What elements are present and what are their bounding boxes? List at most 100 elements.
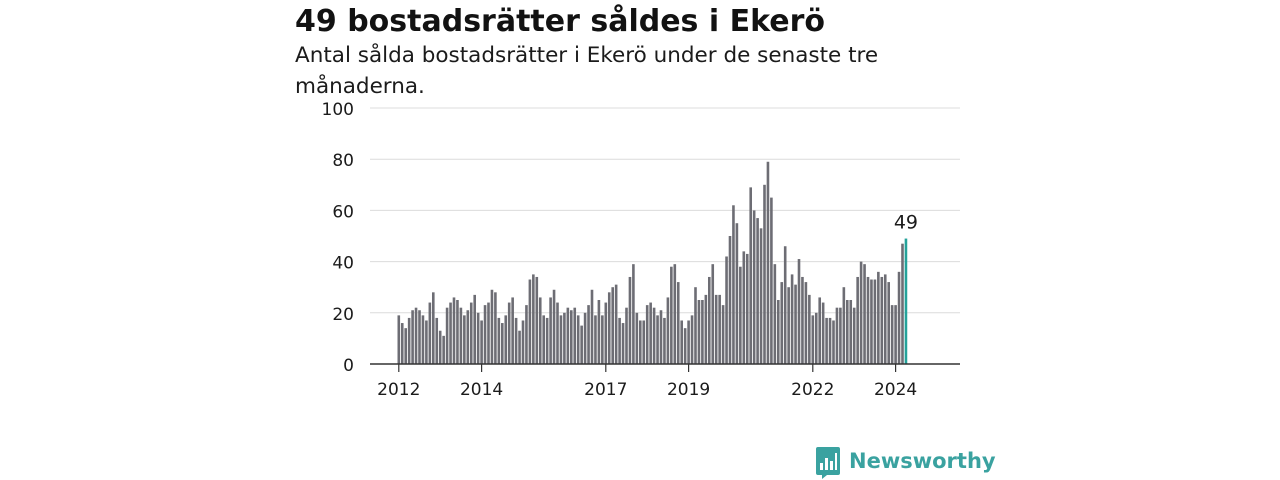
- bar: [890, 305, 894, 364]
- bar: [618, 317, 621, 364]
- bar: [756, 218, 759, 364]
- x-tick-label: 2014: [460, 380, 503, 400]
- bar: [632, 264, 635, 364]
- bar: [418, 310, 421, 364]
- bar: [528, 279, 532, 364]
- newsworthy-logo-icon: [816, 447, 840, 479]
- bar: [659, 310, 663, 364]
- bar: [856, 276, 859, 364]
- bar: [783, 246, 787, 364]
- x-tick-label: 2022: [791, 380, 834, 400]
- bar: [597, 300, 601, 364]
- bar: [749, 187, 752, 364]
- bar: [711, 264, 715, 364]
- bar: [507, 302, 511, 364]
- y-tick-label: 40: [332, 254, 354, 274]
- bar: [759, 228, 763, 364]
- bar: [404, 328, 407, 364]
- bar: [828, 317, 832, 364]
- bar: [463, 315, 466, 364]
- bar: [794, 284, 797, 364]
- bar: [670, 266, 673, 364]
- bar: [590, 289, 594, 364]
- bar: [628, 276, 632, 364]
- bar: [770, 197, 773, 364]
- brand-name: Newsworthy: [849, 449, 996, 473]
- bar: [466, 310, 470, 364]
- bar: [432, 292, 435, 364]
- bar: [676, 282, 680, 364]
- bar: [538, 297, 542, 364]
- bar: [832, 320, 835, 364]
- bar: [518, 330, 521, 364]
- bar: [607, 292, 611, 364]
- bar: [745, 253, 749, 364]
- bar: [480, 320, 483, 364]
- bar: [846, 300, 849, 364]
- bar: [708, 276, 711, 364]
- bar: [580, 325, 583, 364]
- bar: [421, 315, 425, 364]
- bar: [514, 317, 518, 364]
- bar: [570, 310, 573, 364]
- bar: [645, 305, 649, 364]
- bar: [887, 282, 890, 364]
- bar: [452, 297, 456, 364]
- x-tick-label: 2017: [584, 380, 627, 400]
- bar: [818, 297, 821, 364]
- bar: [594, 315, 597, 364]
- bar: [549, 297, 552, 364]
- bar: [652, 307, 656, 364]
- bar: [542, 315, 545, 364]
- bar: [459, 307, 463, 364]
- bar: [663, 317, 666, 364]
- bar: [763, 184, 766, 364]
- bar: [639, 320, 642, 364]
- bar: [752, 210, 756, 364]
- bar: [425, 320, 428, 364]
- bar: [701, 300, 704, 364]
- bar: [835, 307, 839, 364]
- bar: [442, 335, 445, 364]
- y-tick-label: 20: [332, 305, 354, 325]
- bar: [704, 294, 708, 364]
- bar: [742, 251, 746, 364]
- bar: [497, 317, 501, 364]
- bar: [635, 312, 639, 364]
- y-tick-label: 0: [343, 356, 354, 376]
- bar: [821, 302, 825, 364]
- bar: [449, 302, 452, 364]
- bar: [735, 223, 739, 364]
- bar: [880, 276, 884, 364]
- x-tick-label: 2019: [667, 380, 710, 400]
- bar: [687, 320, 690, 364]
- bar: [556, 302, 559, 364]
- bar: [901, 243, 904, 364]
- bar: [773, 264, 777, 364]
- bar: [718, 294, 721, 364]
- bar: [694, 287, 697, 364]
- bar: [428, 302, 432, 364]
- bar: [621, 323, 625, 364]
- bar: [714, 294, 718, 364]
- bar: [614, 284, 618, 364]
- bar-highlight: [904, 238, 908, 364]
- bar: [690, 315, 694, 364]
- bar: [866, 276, 870, 364]
- bar: [883, 274, 887, 364]
- bar: [732, 205, 735, 364]
- bar: [476, 312, 480, 364]
- bar: [897, 271, 901, 364]
- bar: [777, 300, 780, 364]
- bar: [573, 307, 577, 364]
- bar: [849, 300, 853, 364]
- bar: [414, 307, 418, 364]
- bar: [780, 282, 784, 364]
- bar: [797, 259, 801, 364]
- bar: [435, 317, 439, 364]
- bar: [400, 323, 404, 364]
- bar: [787, 287, 790, 364]
- bar: [469, 302, 473, 364]
- bar: [870, 279, 873, 364]
- bar: [801, 276, 804, 364]
